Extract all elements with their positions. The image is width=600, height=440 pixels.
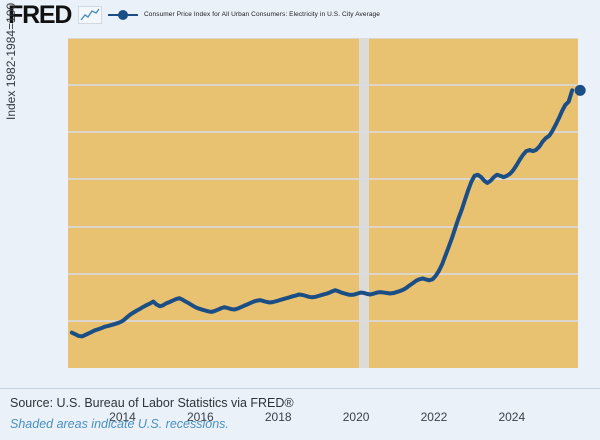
- legend-series-label: Consumer Price Index for All Urban Consu…: [144, 11, 380, 18]
- last-point-marker: [574, 84, 586, 96]
- series-line: [69, 88, 575, 339]
- x-axis-tick-label: 2024: [498, 410, 526, 424]
- fred-logo: FRED: [8, 1, 72, 29]
- recession-band: [359, 38, 369, 368]
- line-chart-icon: [78, 6, 102, 24]
- x-axis-tick-label: 2020: [342, 410, 370, 424]
- gridline: [68, 131, 578, 134]
- gridline: [68, 272, 578, 275]
- chart-legend[interactable]: Consumer Price Index for All Urban Consu…: [108, 6, 380, 23]
- gridline: [68, 225, 578, 228]
- x-axis-tick-label: 2014: [109, 410, 136, 424]
- plot-canvas: [68, 38, 578, 368]
- source-text: Source: U.S. Bureau of Labor Statistics …: [10, 396, 294, 410]
- recession-note-text: Shaded areas indicate U.S. recessions.: [10, 417, 229, 431]
- chart-header: FRED Consumer Price Index for All Urban …: [0, 0, 600, 30]
- y-axis-title: Index 1982-1984=100: [4, 2, 18, 120]
- gridline: [68, 319, 578, 322]
- x-axis-tick-label: 2018: [264, 410, 292, 424]
- gridline: [68, 84, 578, 87]
- gridline: [68, 178, 578, 181]
- line-chart-icon-svg: [80, 8, 100, 21]
- last-point-dot: [574, 84, 586, 96]
- gridline: [68, 38, 578, 39]
- x-axis-tick-label: 2016: [187, 410, 214, 424]
- footer-divider: [0, 388, 600, 389]
- legend-series-marker: [108, 9, 138, 21]
- x-axis-tick-label: 2022: [420, 410, 448, 424]
- plot-area: 180200220240260280300320 201420162018202…: [68, 38, 586, 424]
